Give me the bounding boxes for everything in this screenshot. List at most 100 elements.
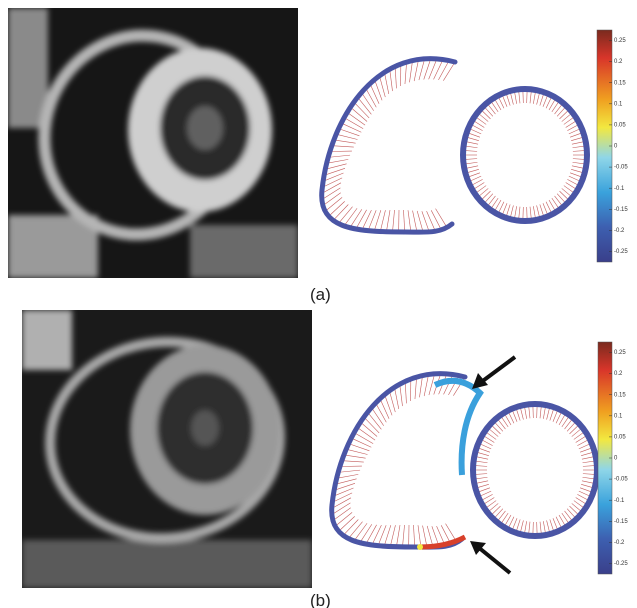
displacement-arrow <box>335 478 357 485</box>
colorbar-tick-label: 0.1 <box>614 413 623 419</box>
displacement-arrow <box>409 60 413 83</box>
panel-label: (a) <box>310 285 331 304</box>
displacement-arrow <box>322 177 343 188</box>
displacement-arrow <box>435 208 448 228</box>
displacement-arrow <box>384 72 390 94</box>
displacement-arrow <box>324 197 343 212</box>
displacement-arrow <box>422 525 428 548</box>
colorbar-tick-label: -0.2 <box>614 228 625 234</box>
displacement-arrow <box>383 525 392 547</box>
displacement-arrow <box>332 507 351 521</box>
rv-contour <box>329 371 468 550</box>
displacement-arrow <box>379 75 386 98</box>
displacement-arrow <box>404 381 407 404</box>
lv-contour <box>460 86 590 224</box>
displacement-arrow <box>331 145 354 148</box>
displacement-arrow <box>402 524 405 547</box>
displacement-arrow <box>377 525 387 546</box>
displacement-arrow <box>417 525 422 548</box>
displacement-arrow <box>394 66 397 89</box>
colorbar-tick-label: 0.15 <box>614 392 626 398</box>
displacement-arrow <box>341 122 362 133</box>
displacement-arrow <box>396 525 401 547</box>
strain-segment <box>419 534 467 550</box>
displacement-arrow <box>322 192 341 206</box>
rv-contour <box>319 56 458 235</box>
displacement-arrow <box>433 59 444 80</box>
colorbar-tick-label: 0 <box>614 456 618 462</box>
displacement-arrow <box>342 519 359 536</box>
colorbar-tick-label: 0.2 <box>614 371 623 377</box>
displacement-arrow <box>371 407 384 426</box>
displacement-arrow <box>346 448 368 455</box>
displacement-arrow <box>353 101 370 119</box>
displacement-arrow <box>328 154 351 158</box>
displacement-arrow <box>333 139 356 144</box>
colorbar-tick-label: -0.1 <box>614 498 625 504</box>
colorbar-tick-label: 0.05 <box>614 122 626 128</box>
displacement-arrow <box>389 69 393 92</box>
displacement-arrow <box>324 168 346 176</box>
displacement-arrow <box>343 117 364 129</box>
colorbar-tick-label: 0.1 <box>614 101 623 107</box>
displacement-arrow <box>384 394 393 416</box>
displacement-arrow <box>416 210 424 233</box>
displacement-arrow <box>363 416 380 434</box>
displacement-arrow <box>353 523 368 542</box>
displacement-arrow <box>365 524 377 545</box>
displacement-arrow <box>321 182 342 194</box>
displacement-arrow <box>332 204 349 221</box>
colorbar-tick-label: 0.15 <box>614 80 626 86</box>
colorbar-tick-label: 0 <box>614 144 618 150</box>
displacement-arrow <box>357 97 372 115</box>
colorbar-tick-label: -0.2 <box>614 540 625 546</box>
panel-label: (b) <box>310 591 331 608</box>
displacement-arrow <box>350 106 368 122</box>
displacement-arrow <box>338 128 360 137</box>
displacement-arrow <box>423 374 429 397</box>
displacement-arrow <box>338 516 355 532</box>
displacement-arrow <box>325 163 347 170</box>
displacement-arrow <box>332 487 354 497</box>
displacement-arrow <box>374 79 383 101</box>
pointer-arrowhead <box>472 373 488 389</box>
displacement-arrow <box>336 474 359 479</box>
colorbar-tick-label: -0.25 <box>614 249 628 255</box>
colorbar-tick-label: -0.05 <box>614 165 628 171</box>
displacement-arrow <box>367 412 382 430</box>
displacement-arrow <box>428 373 435 396</box>
displacement-arrow <box>331 502 351 515</box>
displacement-arrow <box>346 112 366 126</box>
displacement-arrow <box>338 206 353 224</box>
displacement-arrow <box>392 209 395 232</box>
colorbar-tick-label: -0.05 <box>614 477 628 483</box>
displacement-arrow <box>353 432 374 444</box>
displacement-arrow <box>355 209 367 230</box>
displacement-arrow <box>369 83 380 104</box>
mri-image <box>8 8 298 278</box>
displacement-arrow <box>365 87 377 108</box>
strain-segment <box>417 544 423 550</box>
displacement-arrow <box>321 187 341 200</box>
displacement-arrow <box>438 60 450 81</box>
displacement-arrow <box>326 159 349 164</box>
displacement-arrow <box>351 437 372 448</box>
displacement-arrow <box>423 58 432 80</box>
displacement-arrow <box>328 201 345 217</box>
displacement-arrow <box>375 402 387 423</box>
displacement-arrow <box>373 210 382 232</box>
displacement-arrow <box>334 483 356 491</box>
colorbar-tick-label: -0.15 <box>614 207 628 213</box>
contour-plot <box>329 355 600 575</box>
displacement-arrow <box>343 454 366 459</box>
displacement-arrow <box>343 208 358 227</box>
displacement-arrow <box>403 210 406 233</box>
displacement-arrow <box>348 521 363 539</box>
displacement-arrow <box>414 377 417 400</box>
displacement-arrow <box>359 524 373 543</box>
colorbar-tick-label: 0.2 <box>614 59 623 65</box>
colorbar-tick-label: -0.1 <box>614 186 625 192</box>
displacement-arrow <box>428 58 438 80</box>
displacement-arrow <box>421 211 430 233</box>
